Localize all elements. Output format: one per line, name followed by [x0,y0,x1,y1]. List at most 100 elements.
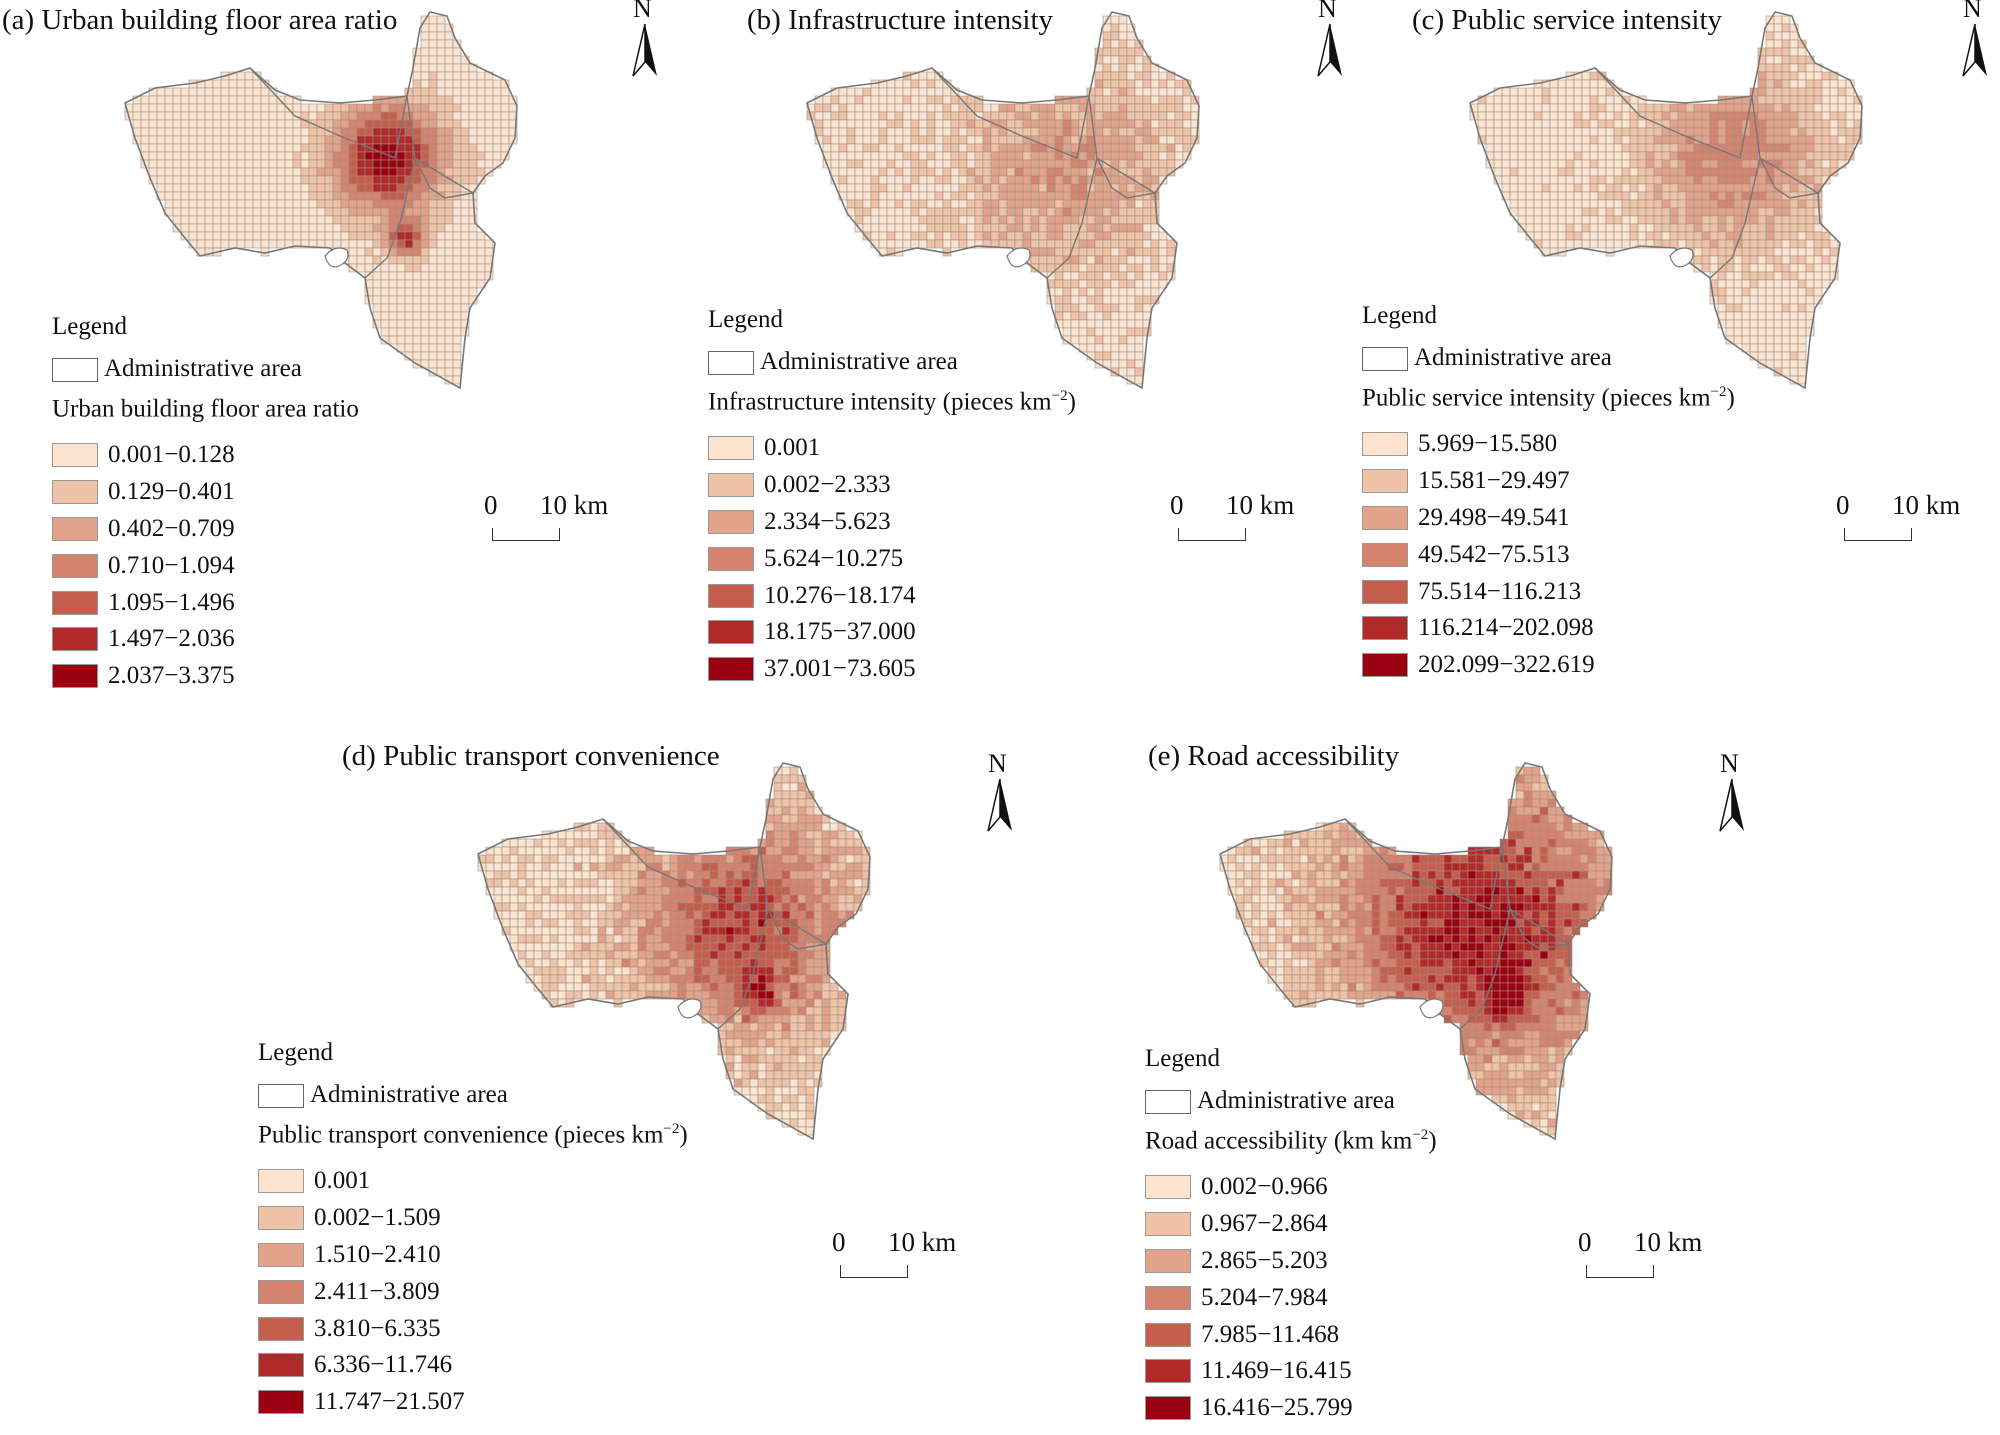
grid-cell [919,176,927,184]
grid-cell [718,855,726,863]
grid-cell [959,152,967,160]
grid-cell [1039,184,1047,192]
grid-cell [1532,879,1540,887]
grid-cell [1558,160,1566,168]
grid-cell [1758,312,1766,320]
grid-cell [1039,200,1047,208]
grid-cell [1806,288,1814,296]
grid-cell [293,216,301,224]
grid-cell [221,80,229,88]
grid-cell [518,855,526,863]
grid-cell [630,935,638,943]
grid-cell [389,160,397,168]
grid-cell [718,903,726,911]
grid-cell [1284,855,1292,863]
grid-cell [1590,128,1598,136]
grid-cell [1774,296,1782,304]
grid-cell [1726,208,1734,216]
grid-cell [927,184,935,192]
grid-cell [141,128,149,136]
legend-class-row: 2.334−5.623 [708,504,916,541]
grid-cell [502,903,510,911]
grid-cell [782,767,790,775]
grid-cell [991,200,999,208]
grid-cell [389,312,397,320]
grid-cell [1718,216,1726,224]
grid-cell [229,208,237,216]
grid-cell [1774,112,1782,120]
grid-cell [461,112,469,120]
grid-cell [702,903,710,911]
grid-cell [1047,128,1055,136]
grid-cell [333,192,341,200]
grid-cell [389,136,397,144]
grid-cell [1103,280,1111,288]
grid-cell [1574,176,1582,184]
grid-cell [1143,296,1151,304]
grid-cell [758,999,766,1007]
grid-cell [1798,152,1806,160]
panel-d: (d) Public transport convenience N Legen… [220,735,880,1435]
grid-cell [469,176,477,184]
grid-cell [847,136,855,144]
grid-cell [1670,136,1678,144]
grid-cell [1111,152,1119,160]
grid-cell [686,895,694,903]
grid-cell [1015,144,1023,152]
grid-cell [734,967,742,975]
grid-cell [453,272,461,280]
grid-cell [381,216,389,224]
grid-cell [726,943,734,951]
grid-cell [261,176,269,184]
grid-cell [413,168,421,176]
grid-cell [742,887,750,895]
grid-cell [959,112,967,120]
grid-cell [830,1023,838,1031]
scale-zero: 0 [484,490,498,521]
grid-cell [1308,879,1316,887]
grid-cell [373,160,381,168]
grid-cell [1654,184,1662,192]
grid-cell [855,168,863,176]
grid-cell [694,927,702,935]
grid-cell [1524,879,1532,887]
grid-cell [1460,879,1468,887]
legend-class-row: 0.710−1.094 [52,547,235,584]
grid-cell [830,847,838,855]
grid-cell [1750,320,1758,328]
grid-cell [1758,248,1766,256]
grid-cell [766,831,774,839]
grid-cell [357,128,365,136]
grid-cell [1750,152,1758,160]
grid-cell [806,1079,814,1087]
grid-cell [421,216,429,224]
grid-cell [734,983,742,991]
grid-cell [501,144,509,152]
grid-cell [846,879,854,887]
grid-cell [855,200,863,208]
grid-cell [742,927,750,935]
grid-cell [1782,312,1790,320]
grid-cell [1095,328,1103,336]
legend-class-label: 3.810−6.335 [314,1315,441,1343]
grid-cell [1526,224,1534,232]
grid-cell [181,176,189,184]
grid-cell [1095,208,1103,216]
grid-cell [1526,112,1534,120]
panel-a: (a) Urban building floor area ratio N Le… [0,0,660,700]
grid-cell [1582,136,1590,144]
grid-cell [526,943,534,951]
grid-cell [1119,264,1127,272]
grid-cell [1782,360,1790,368]
grid-cell [213,160,221,168]
grid-cell [1718,104,1726,112]
grid-cell [1574,208,1582,216]
grid-cell [1095,272,1103,280]
grid-cell [782,1111,790,1119]
grid-cell [221,96,229,104]
grid-cell [542,967,550,975]
grid-cell [1822,264,1830,272]
grid-cell [1087,120,1095,128]
grid-cell [542,935,550,943]
grid-cell [1622,232,1630,240]
